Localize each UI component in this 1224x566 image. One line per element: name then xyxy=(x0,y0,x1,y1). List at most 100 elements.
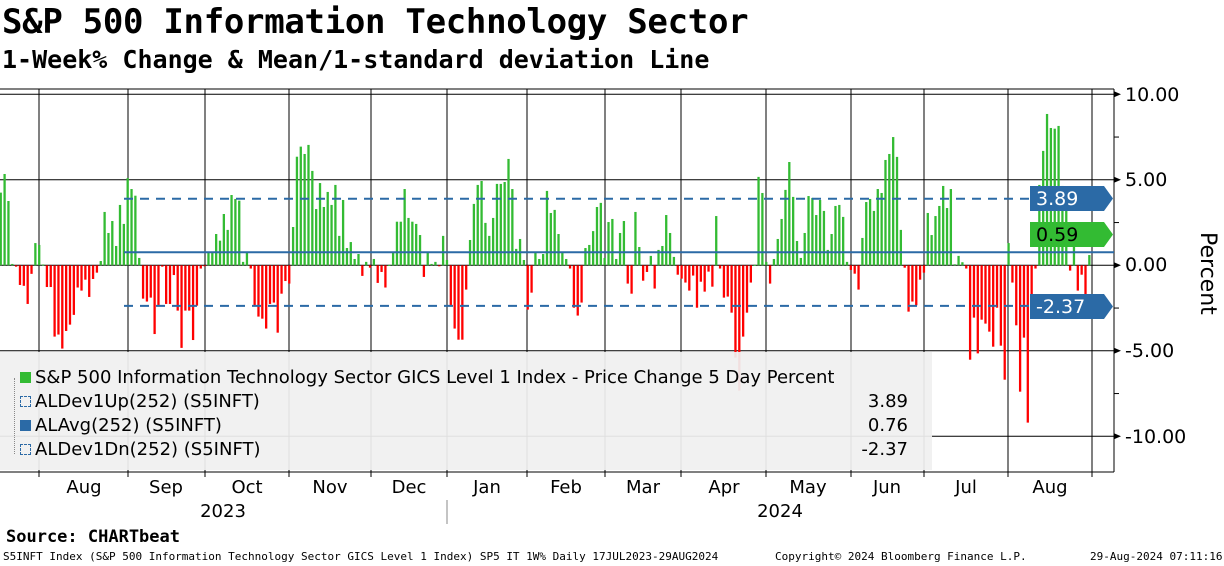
bar xyxy=(842,216,845,266)
bar xyxy=(826,249,829,266)
bar xyxy=(411,221,414,266)
bar xyxy=(541,254,545,266)
bar xyxy=(215,234,218,266)
x-tick-label: Feb xyxy=(550,477,582,498)
bar xyxy=(899,229,903,266)
bar xyxy=(265,265,268,329)
bar xyxy=(153,265,156,335)
bar xyxy=(161,265,164,267)
bar xyxy=(1011,265,1014,283)
bar xyxy=(322,206,326,266)
bar xyxy=(818,199,822,266)
bar xyxy=(111,221,114,266)
bar xyxy=(91,265,95,279)
bar xyxy=(1076,265,1079,291)
bar xyxy=(380,265,383,272)
bar xyxy=(665,215,668,266)
bar xyxy=(699,265,702,282)
bar xyxy=(441,235,445,266)
bar xyxy=(268,265,272,304)
bar xyxy=(426,252,429,266)
bar xyxy=(449,265,452,305)
bar xyxy=(353,258,356,266)
bar xyxy=(572,265,576,308)
bar xyxy=(272,265,276,303)
bar xyxy=(303,153,306,266)
bar xyxy=(1068,265,1072,271)
bar xyxy=(553,209,556,266)
legend-label: ALAvg(252) (S5INFT) xyxy=(35,414,222,436)
bar xyxy=(257,265,260,317)
bar xyxy=(180,265,183,348)
bar xyxy=(291,226,295,266)
bar xyxy=(399,221,402,266)
legend-label: S&P 500 Information Technology Sector GI… xyxy=(35,366,835,388)
bar xyxy=(999,265,1003,346)
bar xyxy=(388,264,391,266)
x-tick-label: Sep xyxy=(149,477,183,498)
bar xyxy=(930,235,933,266)
bar xyxy=(807,196,810,266)
blue-square-icon xyxy=(20,419,31,431)
bar xyxy=(988,265,991,332)
bar xyxy=(245,252,249,266)
bar xyxy=(734,265,737,358)
bar xyxy=(14,265,18,267)
bar xyxy=(130,189,133,266)
bar xyxy=(507,158,510,266)
bar xyxy=(515,248,518,266)
bar xyxy=(618,232,622,266)
bar xyxy=(311,170,314,266)
dashed-square-icon xyxy=(20,395,31,407)
x-tick-label: Nov xyxy=(312,477,348,498)
bar xyxy=(995,265,999,308)
bar xyxy=(595,206,599,266)
bar xyxy=(365,261,368,266)
bar xyxy=(480,180,483,266)
bar xyxy=(845,261,849,266)
bar xyxy=(534,251,537,266)
bar xyxy=(876,189,879,266)
y-axis-title: Percent xyxy=(1195,232,1220,315)
bar xyxy=(149,265,152,298)
bar xyxy=(599,202,602,266)
bar xyxy=(630,265,633,294)
bar xyxy=(222,214,226,266)
bar xyxy=(1026,265,1029,423)
y-tick-label: 5.00 xyxy=(1125,169,1168,191)
bar xyxy=(780,218,783,266)
bar xyxy=(357,254,360,266)
last-value-tag: 0.59 xyxy=(1030,222,1113,247)
bar xyxy=(588,244,591,266)
bar xyxy=(118,204,122,266)
bar xyxy=(726,265,729,297)
bar xyxy=(611,218,614,266)
bar xyxy=(299,146,302,266)
bar xyxy=(934,216,937,266)
x-tick-label: Jul xyxy=(955,477,977,498)
bar xyxy=(965,265,968,269)
bar xyxy=(799,257,803,266)
bar xyxy=(122,223,125,266)
bar xyxy=(80,265,83,291)
legend-item-price-change[interactable]: S&P 500 Information Technology Sector GI… xyxy=(10,365,834,389)
bar xyxy=(384,265,387,288)
bar xyxy=(788,162,791,266)
bar xyxy=(230,195,233,266)
footer-timestamp: 29-Aug-2024 07:11:16 xyxy=(1090,550,1223,563)
bar xyxy=(645,265,649,272)
bar xyxy=(295,156,299,266)
bar xyxy=(1003,265,1006,380)
legend-item-dev-dn[interactable]: ALDev1Dn(252) (S5INFT) -2.37 xyxy=(10,437,920,461)
bar xyxy=(945,208,949,266)
bar xyxy=(38,244,41,266)
bar xyxy=(984,265,987,324)
bar xyxy=(211,251,214,266)
bar xyxy=(53,265,56,337)
bar xyxy=(580,265,583,303)
bar xyxy=(99,261,102,266)
legend-item-avg[interactable]: ALAvg(252) (S5INFT) 0.76 xyxy=(10,413,920,437)
bar xyxy=(565,258,568,266)
legend-item-dev-up[interactable]: ALDev1Up(252) (S5INFT) 3.89 xyxy=(10,389,920,413)
bar xyxy=(707,265,710,272)
